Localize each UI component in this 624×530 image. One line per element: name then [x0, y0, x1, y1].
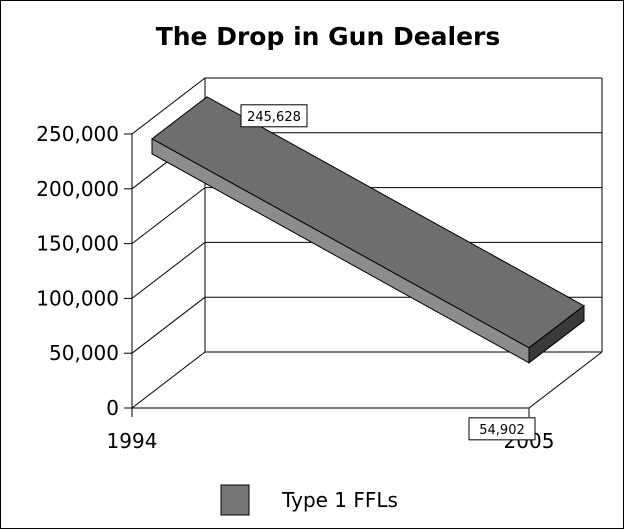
gridline-side-1: [131, 296, 206, 354]
data-label-box-1: [468, 417, 536, 441]
ribbon-end-cap: [528, 304, 585, 364]
y-tick-label-4: 200,000: [36, 177, 119, 201]
gridline-side-0: [131, 351, 206, 409]
legend-label: Type 1 FFLs: [281, 488, 398, 512]
floor-right-edge: [528, 351, 603, 409]
y-tick-label-5: 250,000: [36, 122, 119, 146]
gridline-side-2: [131, 242, 206, 299]
data-labels: 245,628 54,902: [240, 104, 536, 441]
gridline-side-5: [131, 77, 206, 135]
data-label-1: 54,902: [479, 423, 525, 438]
legend: Type 1 FFLs: [220, 484, 398, 516]
gridline-side-3: [131, 187, 206, 244]
data-label-0: 245,628: [247, 110, 301, 125]
data-label-box-0: [240, 104, 308, 128]
y-tick-label-1: 50,000: [49, 341, 119, 365]
x-tick-label-0: 1994: [107, 429, 158, 453]
ribbon-top-face: [151, 96, 585, 349]
chart-title: The Drop in Gun Dealers: [156, 22, 501, 51]
series-ribbon: [151, 96, 585, 364]
y-axis: 0 50,000 100,000 150,000 200,000 250,000: [36, 122, 133, 420]
y-tick-label-0: 0: [106, 396, 119, 420]
legend-swatch: [220, 484, 250, 516]
floor: [132, 351, 603, 409]
y-tick-label-3: 150,000: [36, 232, 119, 256]
y-tick-label-2: 100,000: [36, 286, 119, 310]
